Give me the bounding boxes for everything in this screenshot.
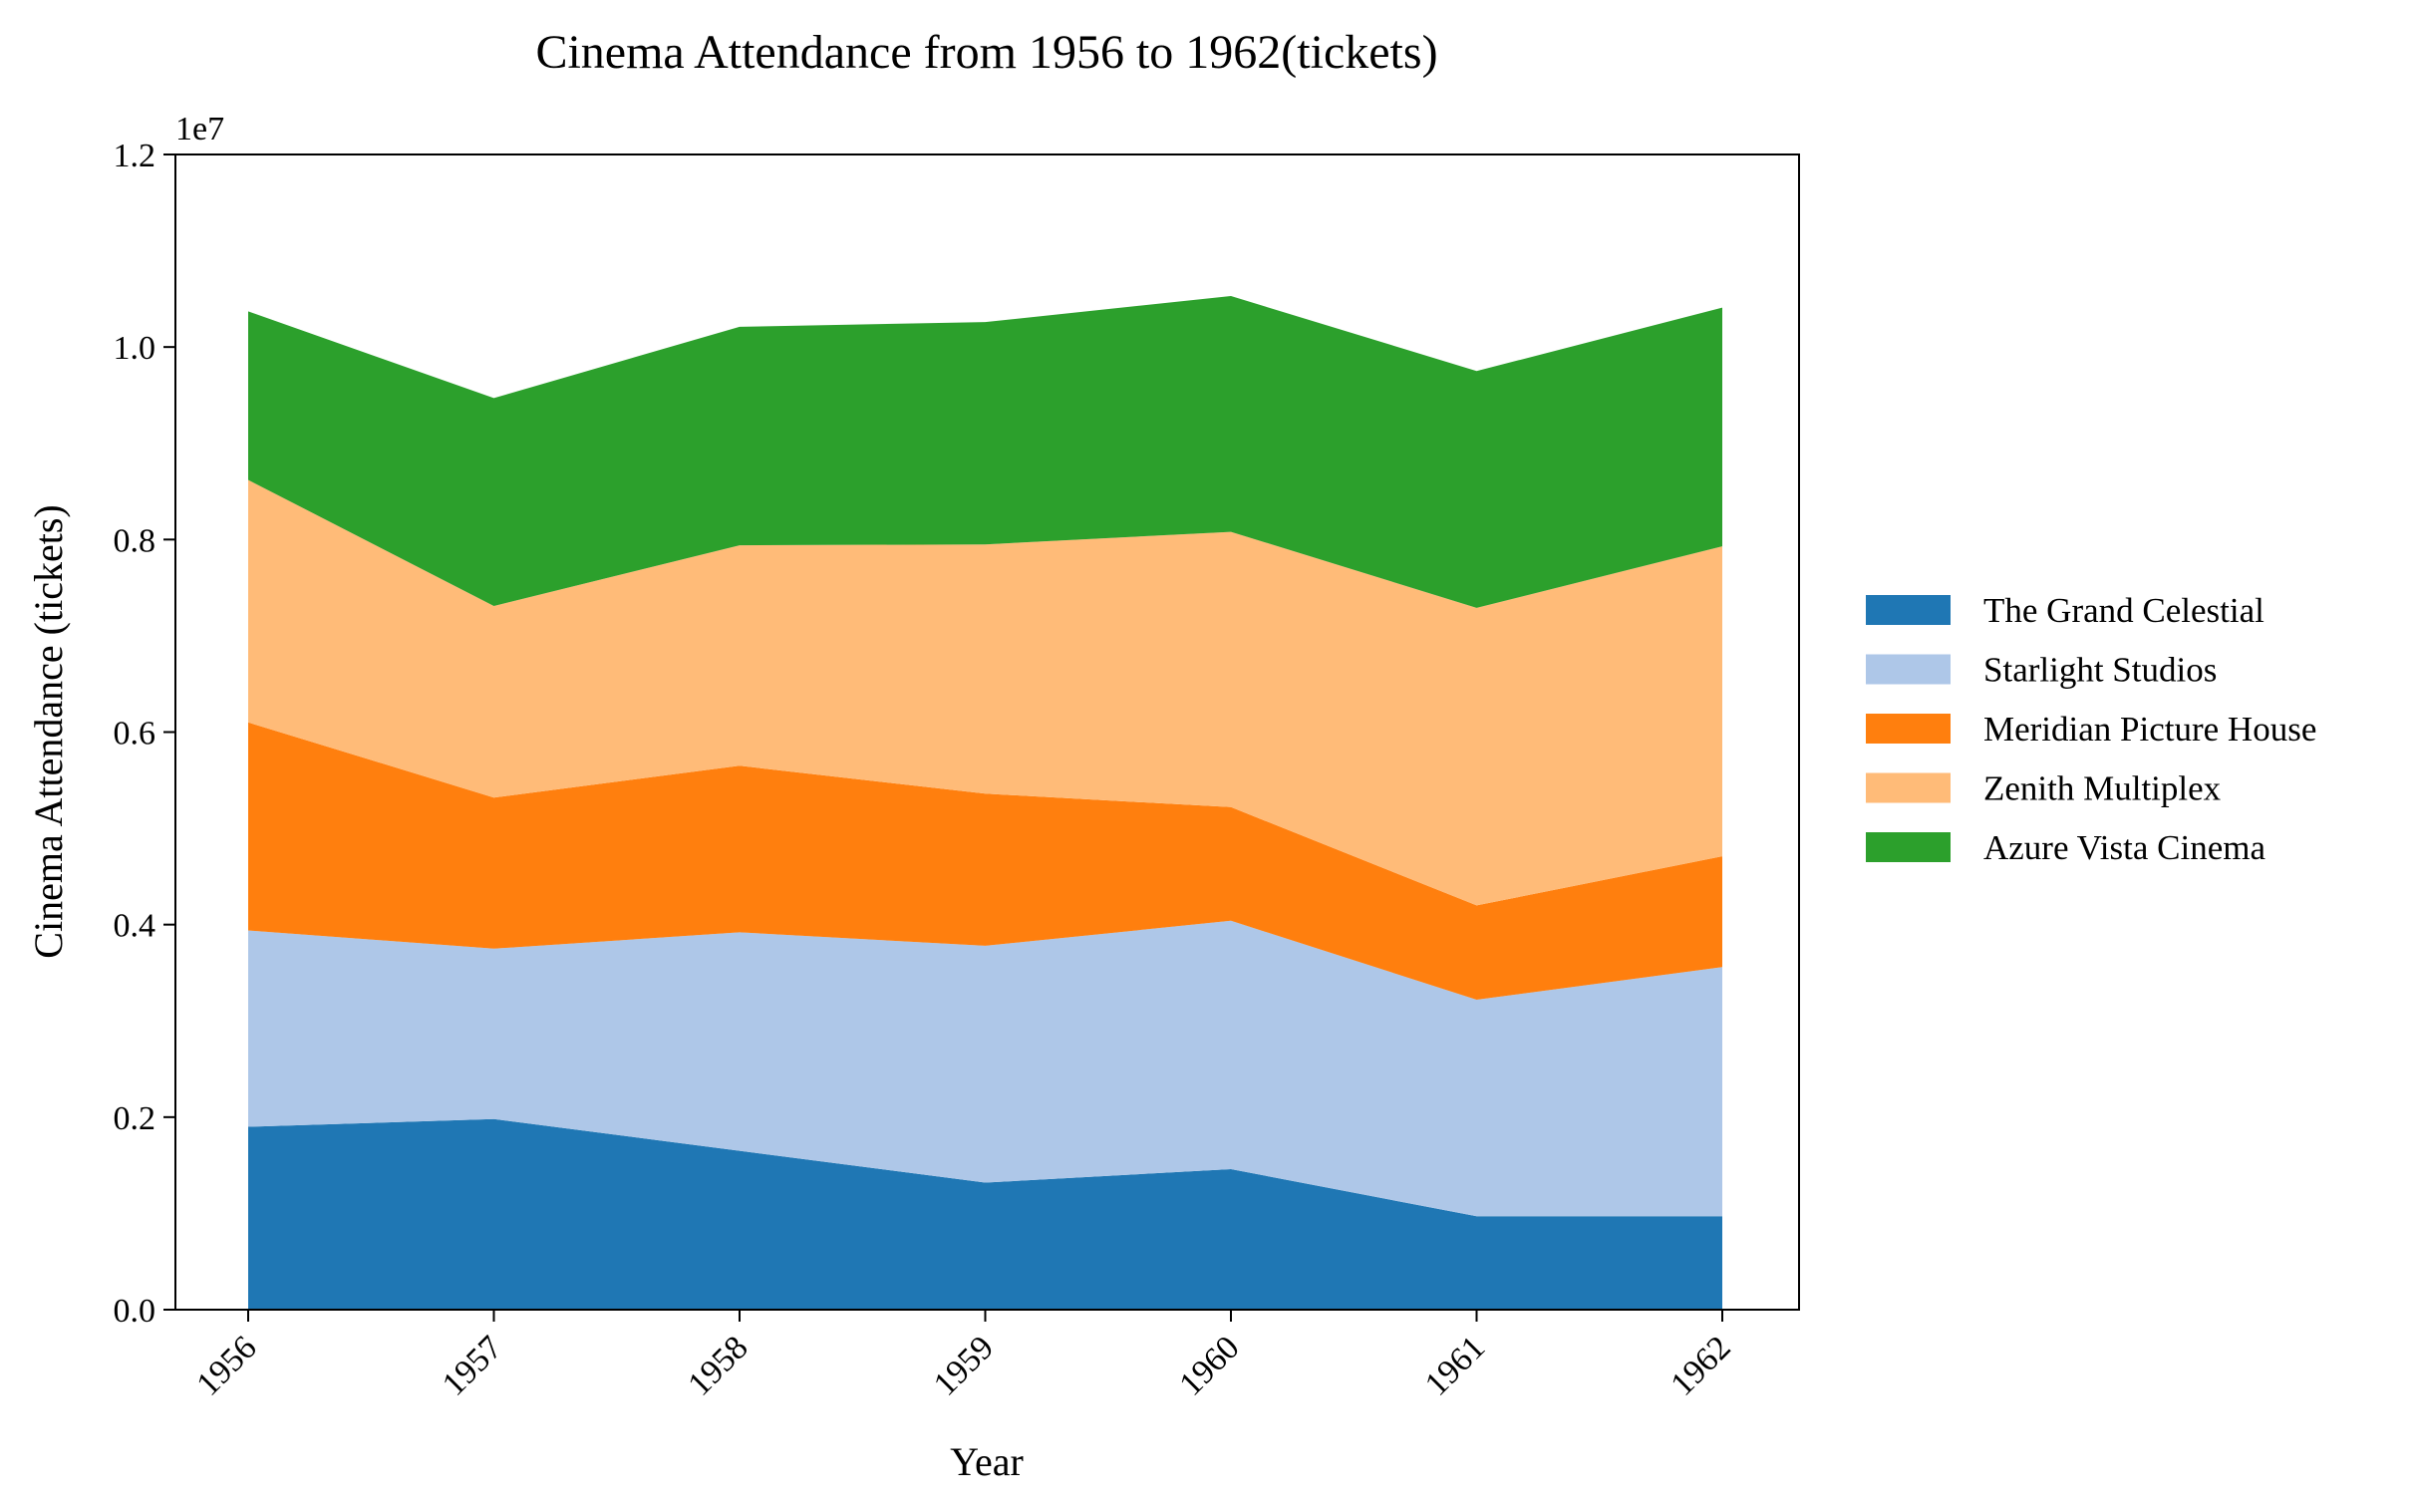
legend-swatch xyxy=(1866,714,1951,744)
area-series-1 xyxy=(248,920,1722,1217)
legend-swatch xyxy=(1866,654,1951,685)
legend-label: Azure Vista Cinema xyxy=(1983,828,2266,867)
legend: The Grand Celestial Starlight Studios Meri… xyxy=(1866,591,2316,867)
y-tick-label: 0.8 xyxy=(114,522,156,559)
x-tick-label: 1958 xyxy=(681,1329,755,1402)
y-tick-label: 0.0 xyxy=(114,1293,156,1330)
x-tick-label: 1962 xyxy=(1663,1329,1737,1402)
y-tick-label: 0.4 xyxy=(114,908,156,945)
area-series-0 xyxy=(248,1118,1722,1310)
area-series-2 xyxy=(248,722,1722,1000)
x-tick-label: 1960 xyxy=(1172,1329,1246,1402)
chart-title: Cinema Attendance from 1956 to 1962(tick… xyxy=(535,26,1437,79)
x-axis-label: Year xyxy=(950,1439,1024,1484)
legend-label: Starlight Studios xyxy=(1983,651,2217,690)
legend-label: The Grand Celestial xyxy=(1983,591,2265,630)
y-axis-label: Cinema Attendance (tickets) xyxy=(26,504,71,958)
y-axis: 0.0 0.2 0.4 0.6 0.8 1.0 1.2 xyxy=(114,138,175,1330)
y-tick-label: 1.2 xyxy=(114,138,156,174)
y-axis-offset-label: 1e7 xyxy=(175,111,224,148)
y-tick-label: 0.2 xyxy=(114,1100,156,1137)
x-axis: 1956 1957 1958 1959 1960 1961 1962 xyxy=(189,1310,1738,1403)
legend-label: Meridian Picture House xyxy=(1983,710,2316,749)
area-layers xyxy=(248,296,1722,1310)
y-tick-label: 0.6 xyxy=(114,716,156,753)
y-tick-label: 1.0 xyxy=(114,330,156,367)
legend-label: Zenith Multiplex xyxy=(1983,769,2222,808)
x-tick-label: 1959 xyxy=(927,1329,1001,1402)
legend-swatch xyxy=(1866,595,1951,625)
area-series-4 xyxy=(248,296,1722,608)
x-tick-label: 1956 xyxy=(189,1329,263,1402)
x-tick-label: 1957 xyxy=(436,1329,509,1402)
area-series-3 xyxy=(248,479,1722,906)
legend-swatch xyxy=(1866,772,1951,803)
x-tick-label: 1961 xyxy=(1418,1329,1492,1402)
legend-swatch xyxy=(1866,832,1951,862)
